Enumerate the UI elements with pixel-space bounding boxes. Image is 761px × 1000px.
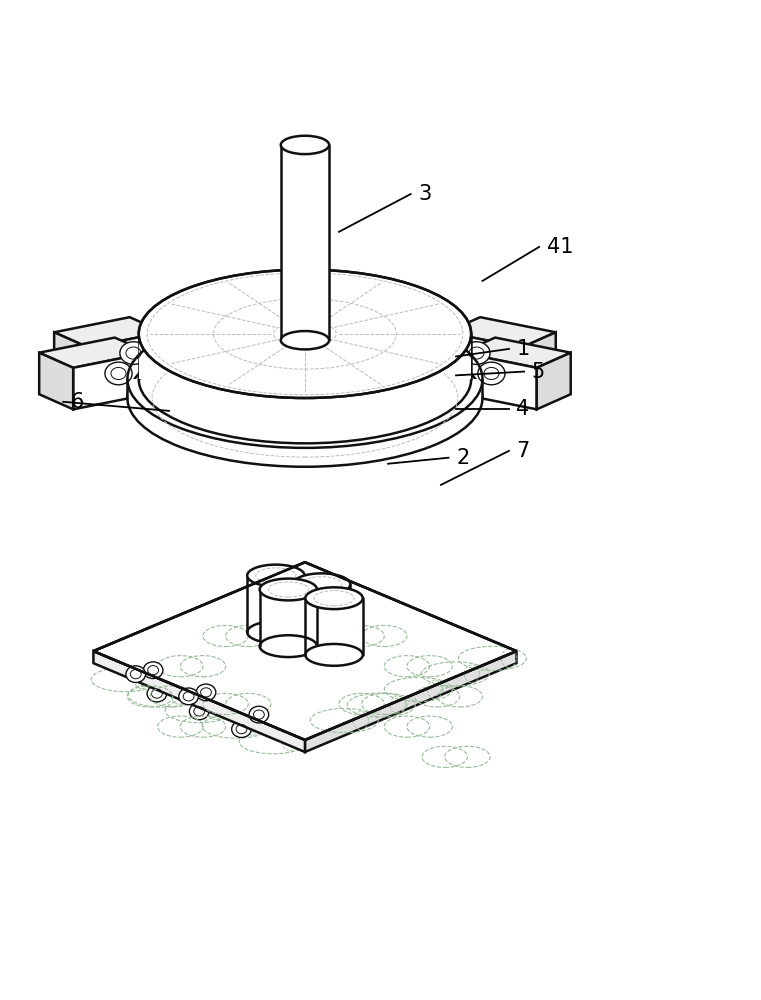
Ellipse shape: [139, 270, 471, 398]
Polygon shape: [39, 353, 73, 409]
Polygon shape: [94, 651, 305, 752]
Polygon shape: [446, 332, 522, 389]
Polygon shape: [73, 353, 148, 409]
Ellipse shape: [231, 721, 251, 737]
Ellipse shape: [293, 630, 350, 652]
Ellipse shape: [105, 362, 132, 385]
Polygon shape: [305, 651, 517, 752]
Polygon shape: [94, 562, 517, 740]
Polygon shape: [54, 317, 164, 347]
Ellipse shape: [249, 706, 269, 723]
Polygon shape: [247, 576, 304, 632]
Ellipse shape: [305, 644, 363, 666]
Polygon shape: [88, 332, 164, 389]
Ellipse shape: [305, 587, 363, 609]
Ellipse shape: [247, 621, 304, 643]
Ellipse shape: [126, 666, 145, 682]
Ellipse shape: [293, 573, 350, 595]
Polygon shape: [446, 317, 556, 347]
Text: 41: 41: [546, 237, 573, 257]
Ellipse shape: [120, 342, 147, 364]
Polygon shape: [537, 353, 571, 409]
Ellipse shape: [189, 703, 209, 720]
Polygon shape: [139, 334, 471, 379]
Polygon shape: [39, 338, 148, 368]
Text: 2: 2: [456, 448, 470, 468]
Ellipse shape: [147, 685, 167, 702]
Ellipse shape: [127, 329, 482, 467]
Ellipse shape: [196, 684, 216, 701]
Text: 3: 3: [419, 184, 431, 204]
Ellipse shape: [143, 662, 163, 679]
Text: 4: 4: [517, 399, 530, 419]
Ellipse shape: [179, 688, 199, 705]
Text: 1: 1: [517, 339, 530, 359]
Ellipse shape: [247, 565, 304, 586]
Polygon shape: [54, 332, 88, 389]
Ellipse shape: [463, 342, 490, 364]
Ellipse shape: [139, 315, 471, 443]
Polygon shape: [127, 379, 482, 398]
Ellipse shape: [260, 635, 317, 657]
Ellipse shape: [281, 136, 329, 154]
Polygon shape: [522, 332, 556, 389]
Ellipse shape: [281, 331, 329, 349]
Polygon shape: [260, 589, 317, 646]
Polygon shape: [461, 338, 571, 368]
Polygon shape: [461, 353, 537, 409]
Text: 5: 5: [532, 362, 545, 382]
Polygon shape: [305, 598, 363, 655]
Polygon shape: [293, 584, 350, 641]
Ellipse shape: [478, 362, 505, 385]
Text: 6: 6: [71, 392, 84, 412]
Ellipse shape: [260, 579, 317, 600]
Polygon shape: [281, 145, 329, 340]
Text: 7: 7: [517, 441, 530, 461]
